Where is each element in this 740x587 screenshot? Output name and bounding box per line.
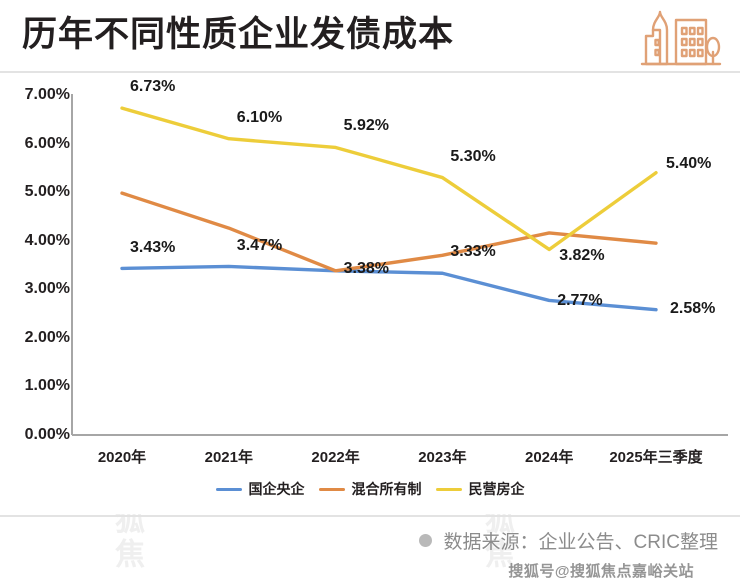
legend-item-国企央企[interactable]: 国企央企 [215, 479, 305, 499]
x-axis-tick-label: 2023年 [418, 449, 467, 466]
chart-area: 7.00% 6.00% 5.00% 4.00% 3.00% 2.00% 1.00% 0.00%… [0, 74, 740, 514]
legend-label: 国企央企 [248, 481, 305, 497]
data-point-label: 6.73% [130, 78, 176, 96]
source-text: 数据来源：企业公告、CRIC整理 [443, 532, 718, 553]
header: 历年不同性质企业发债成本 [0, 0, 740, 73]
line-chart-plot [71, 94, 728, 436]
y-axis-labels: 7.00% 6.00% 5.00% 4.00% 3.00% 2.00% 1.00% 0.00% [0, 74, 70, 514]
data-point-label: 3.38% [343, 259, 389, 277]
y-axis-tick-label: 2.00% [24, 328, 70, 346]
data-point-label: 2.77% [557, 292, 603, 310]
data-point-label: 5.30% [450, 147, 496, 165]
series-line-国企央企 [120, 264, 658, 312]
y-axis-tick-label: 0.00% [24, 426, 70, 443]
series-line-民营房企 [120, 106, 658, 252]
y-axis-tick-label: 1.00% [24, 377, 70, 395]
x-axis-tick-label: 2025年三季度 [609, 449, 703, 466]
y-axis-tick-label: 7.00% [24, 86, 70, 103]
legend-label: 混合所有制 [351, 481, 422, 497]
data-point-label: 2.58% [670, 299, 716, 317]
legend-swatch-icon [435, 487, 462, 491]
building-city-icon [640, 10, 722, 66]
x-axis-tick-label: 2022年 [311, 449, 360, 466]
source-row: 数据来源：企业公告、CRIC整理 [0, 527, 740, 554]
y-axis-tick-label: 3.00% [24, 280, 70, 298]
sohu-watermark: 搜狐号@搜狐焦点嘉峪关站 [508, 563, 694, 580]
y-axis-tick-label: 4.00% [24, 231, 70, 249]
data-point-label: 3.47% [236, 237, 283, 255]
data-point-label: 3.82% [559, 247, 605, 265]
data-point-label: 5.40% [666, 154, 712, 172]
legend-swatch-icon [215, 487, 242, 491]
x-axis-tick-label: 2024年 [525, 449, 574, 466]
legend-item-混合所有制[interactable]: 混合所有制 [318, 479, 422, 499]
data-point-label: 3.43% [130, 239, 176, 257]
bullet-dot-icon [418, 534, 432, 547]
y-axis-tick-label: 6.00% [24, 134, 70, 152]
page-title: 历年不同性质企业发债成本 [22, 15, 455, 54]
legend-label: 民营房企 [468, 481, 525, 497]
footer-divider [0, 515, 740, 517]
data-point-label: 3.33% [450, 243, 496, 261]
y-axis-tick-label: 5.00% [24, 183, 70, 201]
data-point-label: 5.92% [343, 117, 389, 135]
data-point-label: 6.10% [236, 108, 283, 126]
legend-item-民营房企[interactable]: 民营房企 [435, 479, 525, 499]
header-divider [0, 71, 740, 73]
legend-swatch-icon [318, 487, 345, 491]
chart-legend: 国企央企 混合所有制 民营房企 [0, 479, 740, 499]
x-axis-tick-label: 2021年 [204, 449, 253, 466]
x-axis-tick-label: 2020年 [97, 449, 147, 466]
